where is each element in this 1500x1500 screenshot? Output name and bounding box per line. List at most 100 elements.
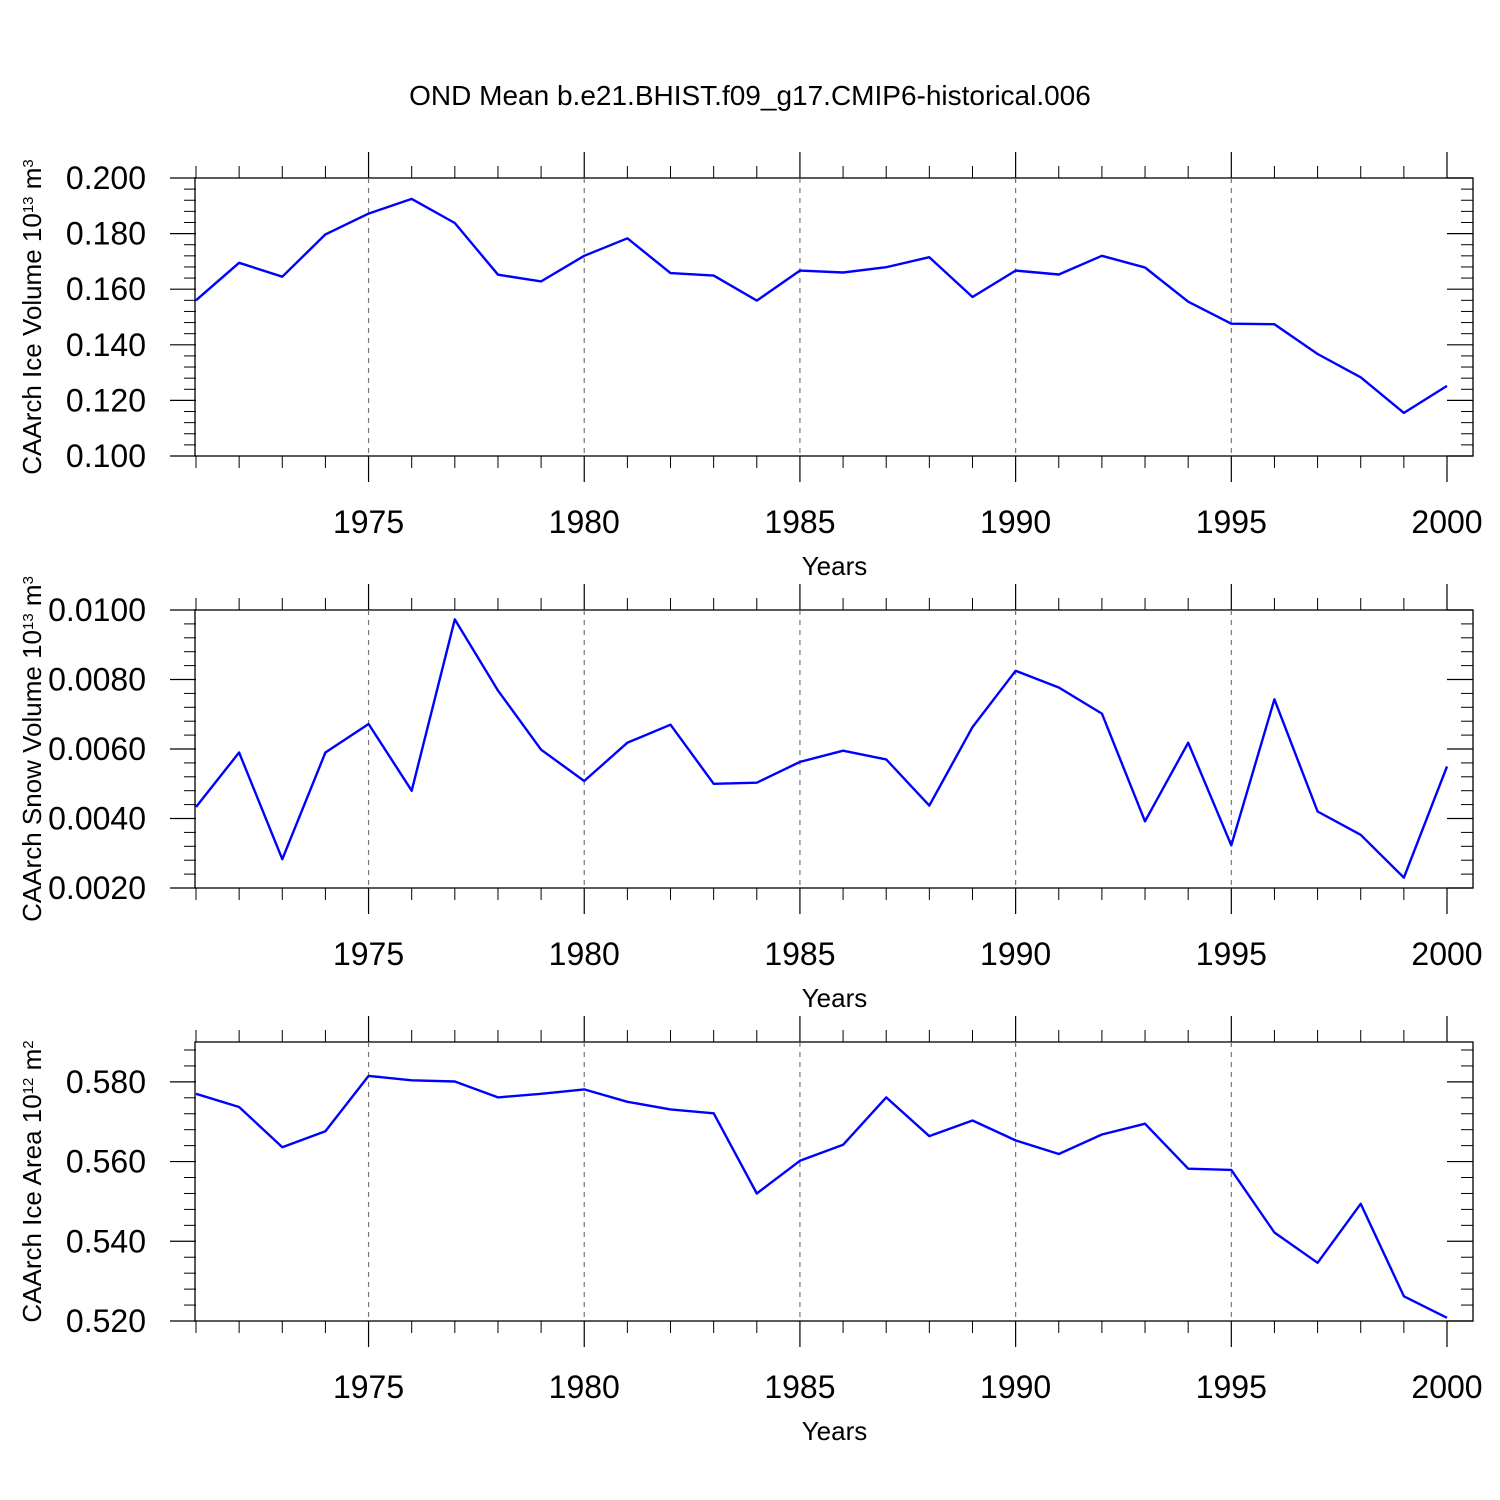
data-point [539,279,543,283]
y-tick-label: 0.0060 [48,731,146,767]
x-tick-label: 2000 [1411,1369,1482,1405]
data-point [1316,810,1320,814]
data-point [237,1105,241,1109]
data-point [1272,697,1276,701]
data-point [367,722,371,726]
data-point [1100,1133,1104,1137]
x-tick-label: 1990 [980,504,1051,540]
plot-frame [194,609,1474,889]
data-point [194,805,198,809]
data-point [971,295,975,299]
x-tick-label: 1985 [764,936,835,972]
data-point [237,751,241,755]
data-point [1359,1202,1363,1206]
data-point [625,236,629,240]
data-point [1229,843,1233,847]
x-tick-label: 1980 [549,504,620,540]
y-axis-label-unit: m [17,1049,47,1078]
data-point [1402,411,1406,415]
data-point [1143,266,1147,270]
data-point [539,1092,543,1096]
data-point [582,254,586,258]
data-point [669,271,673,275]
data-point [367,1074,371,1078]
data-point [1402,876,1406,880]
data-point [582,779,586,783]
chart-panel-2: 1975 1980 1985 1990 1995 2000 0.0020 0.0040 0.00… [17,576,1483,1013]
y-axis-label-unit-exp: 2 [20,1040,37,1048]
data-point [1014,269,1018,273]
data-point [841,271,845,275]
data-point [410,789,414,793]
y-tick-label: 0.180 [66,216,146,252]
y-axis-label-unit: m [17,168,47,197]
data-point [625,1100,629,1104]
data-point [669,723,673,727]
x-tick-label: 1990 [980,936,1051,972]
y-tick-label: 0.120 [66,382,146,418]
y-axis-label: CAArch Snow Volume 1013 m3 [17,576,47,922]
y-tick-label: 0.0020 [48,870,146,906]
data-point [1359,833,1363,837]
data-point [1272,1231,1276,1235]
y-tick-label: 0.0080 [48,662,146,698]
x-axis-label: Years [802,551,868,581]
panels: 1975 1980 1985 1990 1995 2000 0.100 0.120 0.140 0… [17,152,1483,1446]
data-point [1186,1167,1190,1171]
x-tick-label: 2000 [1411,936,1482,972]
data-point [712,274,716,278]
data-point [280,275,284,279]
y-axis-label-main: CAArch Snow Volume 10 [17,630,47,922]
data-point [1057,1152,1061,1156]
y-tick-label: 0.540 [66,1223,146,1259]
data-point [1229,1168,1233,1172]
data-point [1143,1122,1147,1126]
data-point [539,748,543,752]
y-axis-label-unit: m [17,584,47,613]
data-point [927,1134,931,1138]
data-point [755,781,759,785]
series-line [195,1074,1448,1319]
data-point [280,857,284,861]
data-point [194,1092,198,1096]
y-axis-label-unit-exp: 3 [20,576,37,584]
x-tick-label: 1980 [549,1369,620,1405]
series-line [195,618,1449,879]
y-axis-label: CAArch Ice Volume 1013 m3 [17,159,47,475]
y-axis-label-unit-exp: 3 [20,159,37,167]
data-point [798,269,802,273]
data-point [410,1078,414,1082]
data-point [884,757,888,761]
data-point [712,1111,716,1115]
x-axis-label: Years [802,1416,868,1446]
data-point [496,1095,500,1099]
data-point [1316,1261,1320,1265]
data-point [280,1145,284,1149]
data-point [625,741,629,745]
x-tick-label: 2000 [1411,504,1482,540]
x-tick-label: 1975 [333,504,404,540]
plot-frame [194,177,1474,457]
data-point [1272,322,1276,326]
x-axis-label: Years [802,983,868,1013]
y-axis-label-main: CAArch Ice Area 10 [17,1094,47,1322]
data-point [367,212,371,216]
y-tick-label: 0.160 [66,271,146,307]
data-point [884,265,888,269]
data-point [712,782,716,786]
data-point [1014,1138,1018,1142]
data-point [927,255,931,259]
y-axis-label-exp: 13 [20,613,37,630]
data-point [1445,1316,1449,1320]
series-line [195,197,1448,415]
y-axis-label-exp: 12 [20,1078,37,1095]
x-tick-label: 1975 [333,936,404,972]
data-point [841,1143,845,1147]
y-tick-label: 0.520 [66,1303,146,1339]
data-point [1057,686,1061,690]
data-point [669,1107,673,1111]
data-point [798,1159,802,1163]
data-point [453,617,457,621]
plot-frame [194,1041,1474,1322]
